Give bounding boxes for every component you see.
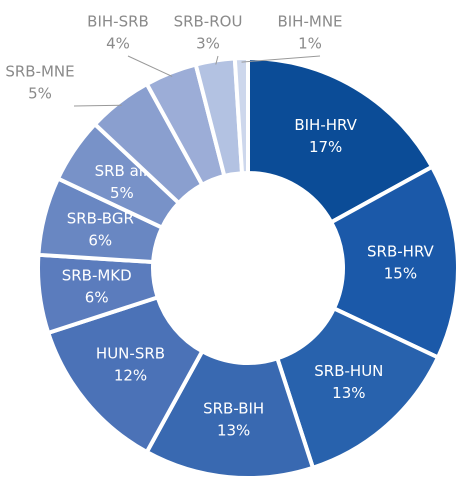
slice-label: SRB-BGR [67, 210, 134, 228]
slice-value: 17% [309, 138, 342, 156]
slice-label: SRB-MNE [5, 63, 74, 81]
slice [232, 55, 250, 176]
leader-line [241, 55, 321, 63]
slice-label: HUN-SRB [96, 345, 165, 363]
slice-label: BIH-MNE [277, 13, 342, 31]
slice [45, 294, 205, 455]
slice-value: 13% [332, 384, 365, 402]
slice-value: 3% [196, 35, 220, 53]
slice-label: SRB-HUN [314, 362, 383, 380]
slice-label: SRB-ROU [174, 13, 243, 31]
slice-value: 6% [85, 289, 109, 307]
leader-line [73, 104, 122, 107]
slice [328, 164, 460, 361]
slice-label: SRB-HRV [367, 243, 435, 261]
slice [246, 55, 435, 225]
slice-label: BIH-SRB [87, 13, 149, 31]
slice [144, 348, 316, 480]
slice-value: 13% [217, 421, 250, 439]
leader-line [127, 55, 173, 77]
slice-label: SRB air [95, 162, 150, 180]
slice-label: SRB-BIH [203, 399, 264, 417]
slice-label: BIH-HRV [294, 116, 357, 134]
slice-value: 1% [298, 35, 322, 53]
slice-label: SRB-MKD [62, 267, 132, 285]
slice-value: 6% [88, 232, 112, 250]
slice-value: 4% [106, 35, 130, 53]
slice-value: 5% [110, 184, 134, 202]
slice-value: 5% [28, 85, 52, 103]
slice-value: 12% [114, 367, 147, 385]
slice [274, 305, 441, 471]
leader-line [215, 55, 219, 65]
slice-value: 15% [384, 265, 417, 283]
